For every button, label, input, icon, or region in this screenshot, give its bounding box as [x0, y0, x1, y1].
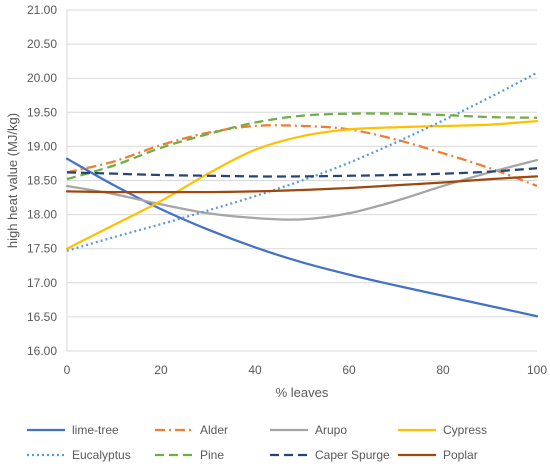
y-tick-label: 18.00 [27, 208, 57, 222]
legend-item: Poplar [398, 448, 478, 462]
series-line-alder [66, 124, 538, 188]
series-line-poplar [65, 175, 539, 194]
legend-label: Eucalyptus [72, 448, 131, 462]
x-tick-label: 0 [64, 363, 71, 377]
y-tick-label: 17.50 [27, 242, 57, 256]
legend-item: Caper Spurge [270, 448, 390, 462]
x-tick-label: 20 [154, 363, 168, 377]
series-lines [65, 71, 539, 318]
y-tick-label: 20.00 [27, 71, 57, 85]
legend-label: Alder [200, 423, 228, 437]
legend-item: Arupo [270, 423, 347, 437]
axes: 16.00 16.50 17.00 17.50 18.00 18.50 19.00 19.50… [27, 3, 547, 377]
y-tick-label: 16.00 [27, 344, 57, 358]
series-line-cypress [65, 120, 539, 250]
legend-item: Alder [155, 423, 228, 437]
legend-item: Cypress [398, 423, 487, 437]
series-line-lime-tree [65, 157, 539, 318]
x-tick-label: 60 [342, 363, 356, 377]
y-tick-label: 20.50 [27, 37, 57, 51]
legend-item: lime-tree [27, 423, 119, 437]
y-tick-label: 18.50 [27, 174, 57, 188]
legend-item: Pine [155, 448, 224, 462]
legend-label: lime-tree [72, 423, 119, 437]
x-tick-label: 40 [248, 363, 262, 377]
y-tick-label: 17.00 [27, 276, 57, 290]
y-tick-label: 19.00 [27, 139, 57, 153]
legend-item: Eucalyptus [27, 448, 131, 462]
legend: lime-tree Alder Arupo Cypress Eucalyptus Pine… [27, 423, 487, 462]
x-tick-label: 80 [436, 363, 450, 377]
legend-label: Caper Spurge [315, 448, 390, 462]
x-tick-label: 100 [527, 363, 547, 377]
series-line-pine [66, 112, 538, 181]
legend-label: Cypress [443, 423, 487, 437]
y-tick-label: 21.00 [27, 3, 57, 17]
series-line-eucalyptus [66, 71, 538, 252]
legend-label: Poplar [443, 448, 478, 462]
y-tick-label: 16.50 [27, 310, 57, 324]
legend-label: Arupo [315, 423, 347, 437]
y-axis-title: high heat value (MJ/kg) [5, 113, 20, 248]
y-tick-label: 19.50 [27, 105, 57, 119]
x-axis-title: % leaves [276, 385, 329, 400]
legend-label: Pine [200, 448, 224, 462]
series-line-caper-spurge [66, 167, 538, 178]
